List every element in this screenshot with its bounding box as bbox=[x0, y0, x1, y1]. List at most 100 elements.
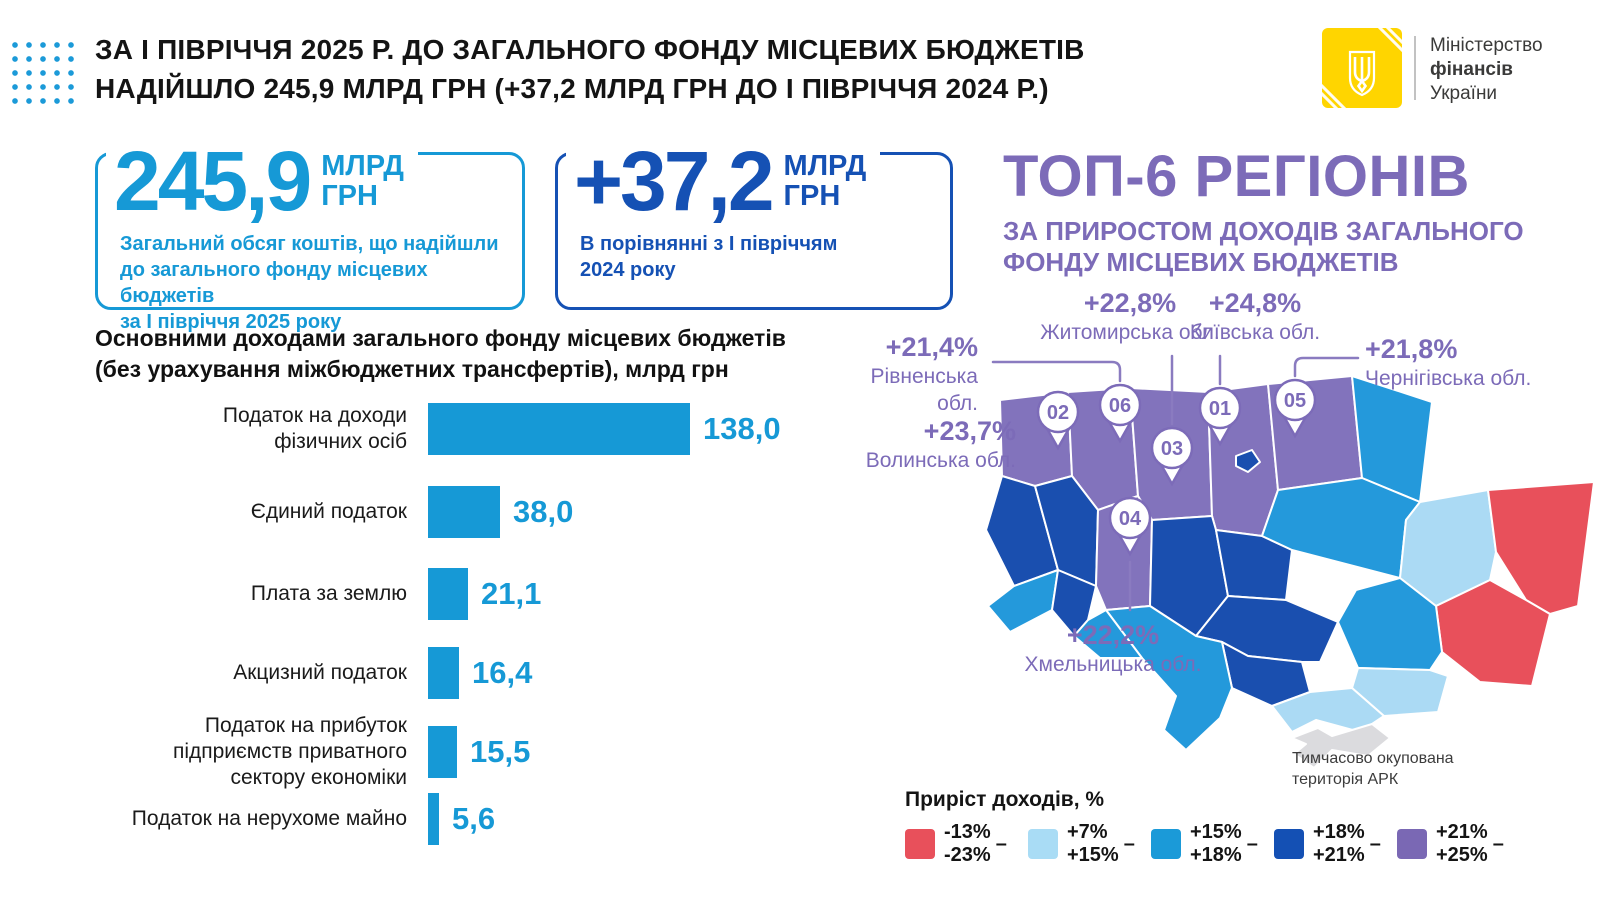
region-donetsk bbox=[1435, 579, 1551, 687]
map-label-kyivska-pct: +24,8% bbox=[1208, 288, 1302, 318]
page-title: ЗА І ПІВРІЧЧЯ 2025 Р. ДО ЗАГАЛЬНОГО ФОНД… bbox=[95, 30, 1085, 108]
bar-segment bbox=[428, 568, 468, 620]
map-label-zhytomyr-pct: +22,8% bbox=[1083, 288, 1177, 318]
legend-range-dash: – bbox=[995, 832, 1007, 855]
map-label-chernihiv: +21,8% Чернігівська обл. bbox=[1365, 334, 1600, 392]
crimea-note-line2: територія АРК bbox=[1292, 771, 1399, 788]
legend-item-low: +7% +15% – bbox=[1028, 821, 1151, 867]
legend-item-high: +18% +21% – bbox=[1274, 821, 1397, 867]
svg-text:01: 01 bbox=[1209, 398, 1231, 420]
map-label-volyn: +23,7% Волинська обл. bbox=[830, 416, 1016, 474]
pin-zhytomyr: 03 bbox=[1150, 426, 1194, 487]
stat-total-unit: МЛРД ГРН bbox=[321, 137, 404, 225]
bar-segment bbox=[428, 403, 690, 455]
svg-text:03: 03 bbox=[1161, 438, 1183, 460]
stat-delta-unit-line2: ГРН bbox=[783, 180, 841, 212]
crimea-note-line1: Тимчасово окупована bbox=[1292, 750, 1454, 767]
stat-box-total: 245,9 МЛРД ГРН Загальний обсяг коштів, щ… bbox=[95, 137, 525, 333]
bar-row-profit-tax: Податок на прибуток підприємств приватно… bbox=[95, 714, 815, 789]
stat-delta-description: В порівнянні з І півріччям 2024 року bbox=[580, 231, 837, 283]
legend-swatch-purple bbox=[1397, 829, 1427, 859]
bar-segment bbox=[428, 726, 457, 778]
stat-total-value: 245,9 bbox=[114, 134, 312, 228]
map-label-volyn-name: Волинська обл. bbox=[865, 449, 1016, 472]
stat-delta-unit: МЛРД ГРН bbox=[784, 137, 867, 225]
bar-value: 15,5 bbox=[470, 734, 531, 769]
top6-subtitle: ЗА ПРИРОСТОМ ДОХОДІВ ЗАГАЛЬНОГО ФОНДУ МІ… bbox=[1003, 216, 1524, 278]
region-cherkasy bbox=[1215, 529, 1293, 601]
bar-row-pdfo: Податок на доходи фізичних осіб 138,0 bbox=[95, 403, 815, 455]
bar-row-excise: Акцизний податок 16,4 bbox=[95, 647, 815, 699]
map-label-zhytomyr: +22,8% Житомирська обл. bbox=[1030, 288, 1230, 346]
bar-segment bbox=[428, 647, 459, 699]
map-label-volyn-pct: +23,7% bbox=[923, 416, 1016, 446]
legend-item-neg: -13% -23% – bbox=[905, 821, 1028, 867]
bar-label: Податок на прибуток підприємств приватно… bbox=[172, 714, 407, 789]
bar-label: Податок на нерухоме майно bbox=[131, 807, 407, 830]
chart-title: Основними доходами загального фонду місц… bbox=[95, 323, 786, 385]
ukraine-map-panel: 02 06 03 01 bbox=[830, 280, 1600, 800]
legend-swatch-lightblue bbox=[1028, 829, 1058, 859]
stat-total-unit-line2: ГРН bbox=[321, 180, 378, 212]
map-legend: Приріст доходів, % -13% -23% – +7% +15% … bbox=[905, 788, 1585, 867]
top6-title: ТОП-6 РЕГІОНІВ bbox=[1003, 144, 1470, 209]
legend-range-dash: – bbox=[1246, 832, 1258, 855]
ministry-logo: Міністерство фінансів України bbox=[1322, 28, 1592, 108]
region-kyiv-city bbox=[1235, 449, 1261, 473]
bar-segment bbox=[428, 793, 439, 845]
bar-value: 138,0 bbox=[703, 411, 781, 446]
stat-total-desc-line2: до загального фонду місцевих бюджетів bbox=[120, 259, 428, 307]
leader-line-chernihiv bbox=[1293, 356, 1360, 378]
ministry-name: Міністерство фінансів України bbox=[1430, 34, 1543, 106]
ministry-name-line1: Міністерство bbox=[1430, 35, 1543, 56]
bar-value: 5,6 bbox=[452, 801, 496, 836]
bar-row-property-tax: Податок на нерухоме майно 5,6 bbox=[95, 793, 815, 845]
map-label-zhytomyr-name: Житомирська обл. bbox=[1040, 321, 1220, 344]
map-label-khmelnytskyi-pct: +22,2% bbox=[1066, 620, 1160, 650]
top6-subtitle-line1: ЗА ПРИРОСТОМ ДОХОДІВ ЗАГАЛЬНОГО bbox=[1003, 216, 1524, 246]
bar-label: Єдиний податок bbox=[250, 500, 407, 523]
logo-divider bbox=[1414, 36, 1416, 100]
bar-label: Акцизний податок bbox=[233, 661, 407, 684]
pin-rivne: 06 bbox=[1098, 383, 1142, 444]
stat-total-headline: 245,9 МЛРД ГРН bbox=[106, 137, 418, 225]
stat-delta-desc-line1: В порівнянні з І півріччям bbox=[580, 233, 838, 255]
page-title-line2: НАДІЙШЛО 245,9 МЛРД ГРН (+37,2 МЛРД ГРН … bbox=[95, 73, 1049, 104]
bar-segment bbox=[428, 486, 500, 538]
legend-range-dash: – bbox=[1492, 832, 1504, 855]
bar-row-land-fee: Плата за землю 21,1 bbox=[95, 568, 815, 620]
trident-emblem-icon bbox=[1322, 28, 1402, 108]
svg-text:06: 06 bbox=[1109, 395, 1131, 417]
map-label-khmelnytskyi-name: Хмельницька обл. bbox=[1024, 653, 1202, 676]
map-label-kyivska: +24,8% Київська обл. bbox=[1170, 288, 1340, 346]
pin-chernihiv: 05 bbox=[1273, 378, 1317, 439]
stat-delta-desc-line2: 2024 року bbox=[580, 259, 676, 281]
svg-text:02: 02 bbox=[1047, 402, 1069, 424]
map-label-khmelnytskyi: +22,2% Хмельницька обл. bbox=[1013, 620, 1213, 678]
legend-swatch-blue bbox=[1151, 829, 1181, 859]
svg-text:05: 05 bbox=[1284, 390, 1306, 412]
map-label-kyivska-name: Київська обл. bbox=[1189, 321, 1321, 344]
region-chernivtsi bbox=[1073, 609, 1143, 659]
ministry-name-line3: України bbox=[1430, 83, 1498, 104]
stat-total-description: Загальний обсяг коштів, що надійшли до з… bbox=[120, 231, 522, 335]
crimea-note: Тимчасово окупована територія АРК bbox=[1292, 748, 1492, 790]
legend-swatch-darkblue bbox=[1274, 829, 1304, 859]
chart-title-line2: (без урахування міжбюджетних трансфертів… bbox=[95, 356, 729, 382]
legend-item-mid: +15% +18% – bbox=[1151, 821, 1274, 867]
stat-delta-unit-line1: МЛРД bbox=[783, 150, 867, 182]
dots-pattern-decoration bbox=[8, 38, 78, 106]
map-label-rivne-name: Рівненська обл. bbox=[870, 365, 978, 415]
stat-total-unit-line1: МЛРД bbox=[321, 150, 404, 182]
stat-delta-value: +37,2 bbox=[574, 134, 775, 228]
svg-text:04: 04 bbox=[1119, 508, 1142, 530]
legend-title: Приріст доходів, % bbox=[905, 788, 1105, 811]
stat-total-desc-line1: Загальний обсяг коштів, що надійшли bbox=[120, 233, 499, 255]
legend-range-dash: – bbox=[1369, 832, 1381, 855]
bar-value: 21,1 bbox=[481, 576, 542, 611]
legend-range-dash: – bbox=[1123, 832, 1135, 855]
legend-items: -13% -23% – +7% +15% – +15% +18% – bbox=[905, 821, 1585, 867]
pin-volyn: 02 bbox=[1036, 390, 1080, 451]
pin-kyivska: 01 bbox=[1198, 386, 1242, 447]
